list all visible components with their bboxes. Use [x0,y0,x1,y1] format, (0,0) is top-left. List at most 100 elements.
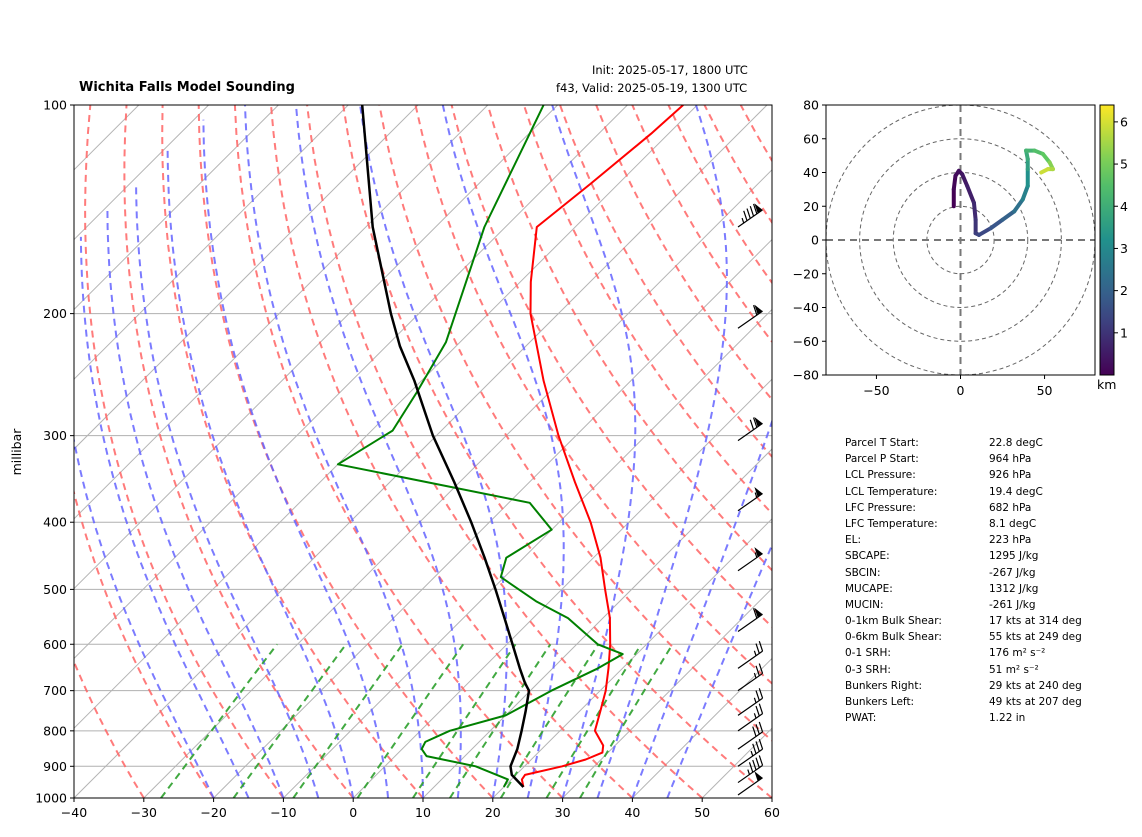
wind-barb [737,641,764,669]
stat-label: LCL Pressure: [845,469,916,482]
stat-label: Parcel P Start: [845,453,919,466]
stat-value: 49 kts at 207 deg [989,696,1082,708]
wind-barb [737,663,764,692]
moist-adiabat [135,183,320,798]
wind-barb [737,203,763,228]
y-axis-label: millibar [9,428,24,476]
moist-adiabat [79,236,250,798]
hodo-segment [951,173,958,192]
y-tick-label: 700 [43,683,67,698]
isotherm-line [422,448,772,798]
dry-adiabat [813,105,1142,798]
hodo-y-tick-label: −40 [793,300,819,315]
valid-time: f43, Valid: 2025-05-19, 1300 UTC [556,81,748,95]
dry-adiabat [306,105,703,798]
stat-label: 0-6km Bulk Shear: [845,631,942,644]
hodo-segment [1000,209,1017,222]
stat-value: 51 m² s⁻² [989,663,1039,676]
isotherm-line [771,797,772,798]
moist-adiabat [666,542,772,798]
stat-value: 1.22 in [989,712,1026,725]
dry-adiabat [777,105,1142,798]
x-tick-label: −10 [270,805,296,820]
hodo-segment [1012,197,1025,214]
mixing-ratio-line [579,643,674,798]
dry-adiabat [522,105,772,515]
x-tick-label: 10 [415,805,431,820]
hodo-y-tick-label: −60 [793,334,819,349]
colorbar-tick-label: 5 [1120,157,1128,172]
dry-adiabat [667,105,772,285]
stat-label: Parcel T Start: [845,437,919,449]
dry-adiabat [559,105,772,459]
y-tick-label: 300 [43,428,67,443]
stat-value: 29 kts at 240 deg [989,679,1082,692]
wind-barb [737,416,763,442]
stat-label: LFC Temperature: [845,517,938,530]
x-tick-label: 30 [555,805,571,820]
colorbar-label: km [1097,377,1116,392]
y-tick-label: 400 [43,515,67,530]
mixing-ratio-line [545,643,643,798]
moist-adiabat [441,105,565,798]
stat-value: 17 kts at 314 deg [989,615,1082,628]
stat-value: 19.4 degC [989,485,1043,498]
wind-barb [737,721,764,750]
stat-label: MUCAPE: [845,582,893,595]
isotherm-line [143,169,772,798]
moist-adiabat [359,105,508,798]
wind-barb [737,688,764,716]
hodo-segment [965,184,976,205]
hodo-y-tick-label: 20 [803,199,819,214]
isotherm-line [74,105,209,241]
x-tick-label: −30 [131,805,157,820]
wind-barb [737,304,763,329]
init-time: Init: 2025-05-17, 1800 UTC [592,63,748,77]
colorbar-tick-label: 1 [1120,325,1128,340]
dry-adiabat [849,105,1142,798]
wind-barb [737,703,764,732]
moist-adiabat [202,119,390,798]
dry-adiabat [197,105,494,798]
stat-value: 176 m² s⁻² [989,647,1046,660]
colorbar [1099,104,1115,376]
chart-title: Wichita Falls Model Sounding [79,80,295,95]
x-tick-label: −40 [61,805,87,820]
x-tick-label: 50 [694,805,710,820]
mixing-ratio-line [449,643,552,798]
stat-value: 8.1 degC [989,517,1037,530]
dry-adiabat [342,105,772,798]
isotherm-line [74,105,698,729]
hodo-x-tick-label: 0 [957,383,965,398]
mixing-ratio-line [160,643,278,798]
wind-barb [737,738,764,767]
mixing-ratio-line [356,643,465,798]
isotherm-line [701,727,772,798]
wind-barb [737,607,763,632]
stat-value: 682 hPa [989,501,1032,514]
y-tick-label: 200 [43,306,67,321]
stat-label: EL: [845,534,862,547]
dry-adiabat [74,488,215,798]
stat-value: 1312 J/kg [989,582,1039,595]
isotherm-line [74,105,558,590]
dry-adiabat [378,105,772,742]
mixing-ratio-line [499,643,600,798]
stat-label: LCL Temperature: [845,485,938,498]
moist-adiabat [106,206,285,798]
moist-adiabat [166,147,355,798]
stat-value: 223 hPa [989,534,1032,547]
hodo-y-tick-label: 0 [811,233,819,248]
isotherm-line [74,105,349,380]
stat-value: 964 hPa [989,453,1032,466]
stat-label: Bunkers Left: [845,696,915,708]
stat-label: Bunkers Right: [845,679,922,692]
mixing-ratio-line [232,643,347,798]
wind-barb [737,547,763,572]
stat-value: 1295 J/kg [989,550,1039,563]
isotherm-line [352,378,772,798]
stat-value: 22.8 degC [989,437,1043,449]
colorbar-tick-label: 2 [1120,283,1128,298]
dry-adiabat [123,105,354,798]
dry-adiabat [84,105,285,798]
